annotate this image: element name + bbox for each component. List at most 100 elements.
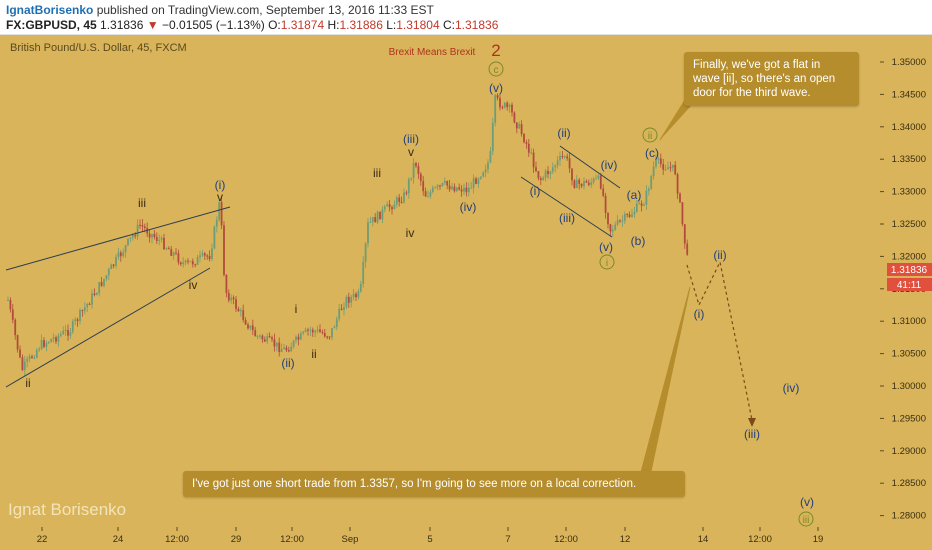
time-tick: 12: [620, 534, 631, 545]
ohlc-line: FX:GBPUSD, 45 1.31836 ▼ −0.01505 (−1.13%…: [6, 18, 498, 32]
countdown-tag: [887, 278, 932, 291]
candle-body: [645, 190, 648, 205]
wave-label: iii: [373, 166, 381, 180]
price-tick: 1.30500: [892, 349, 926, 360]
wave-label: ii: [311, 347, 316, 361]
projection-arrow-icon: [748, 418, 756, 427]
candle-body: [621, 220, 624, 222]
wave-label: (iii): [559, 211, 575, 225]
time-axis[interactable]: 22 24 12:00 29 12:00 Sep 5 7 12:00 12 14 12:00 19: [37, 527, 824, 545]
candle-body: [153, 234, 156, 238]
candle-body: [304, 329, 307, 332]
candle-body: [671, 164, 674, 168]
candle-body: [321, 332, 324, 334]
candle-body: [436, 185, 439, 188]
candle-body: [662, 164, 665, 170]
candle-body: [136, 224, 139, 237]
candle-body: [26, 358, 29, 362]
wave-label: i: [606, 258, 608, 269]
candle-body: [199, 255, 201, 258]
candle-body: [539, 178, 542, 180]
candle-body: [249, 325, 252, 329]
candle-body: [467, 187, 470, 193]
candle-body: [503, 102, 506, 108]
candle-body: [367, 222, 369, 244]
candle-body: [443, 181, 446, 184]
candle-body: [115, 257, 117, 266]
candle-body: [369, 221, 372, 223]
candle-body: [165, 248, 168, 250]
pair-label: British Pound/U.S. Dollar, 45, FXCM: [10, 42, 187, 54]
close-value: 1.31836: [454, 18, 499, 32]
candle-body: [429, 191, 432, 197]
candle-body: [597, 175, 600, 179]
candle-body: [81, 310, 84, 312]
candle-body: [261, 335, 264, 340]
low-label: L:: [386, 18, 397, 32]
candle-body: [93, 293, 96, 296]
candle-body: [9, 299, 12, 310]
candle-body: [551, 167, 554, 172]
candle-body: [683, 224, 686, 244]
wave-labels-layer: iiiiiiv(i)v(ii)iiiiiiiv(iii)v(iv)(v)c(ii…: [25, 61, 814, 527]
candle-body: [595, 178, 597, 180]
wave-label: iv: [189, 278, 198, 292]
candle-body: [328, 336, 331, 338]
time-tick: Sep: [342, 534, 359, 545]
candle-body: [91, 293, 93, 305]
candle-body: [103, 278, 105, 286]
candle-body: [583, 181, 585, 187]
price-tick: 1.34500: [892, 89, 926, 100]
candles-layer: [7, 93, 689, 376]
author-link[interactable]: IgnatBorisenko: [6, 3, 94, 17]
candle-body: [326, 336, 329, 338]
wave-label: v: [408, 145, 414, 159]
candle-body: [626, 213, 629, 215]
chart-header: IgnatBorisenko published on TradingView.…: [0, 0, 932, 35]
candle-body: [460, 189, 463, 192]
candle-body: [647, 188, 650, 191]
candle-body: [287, 350, 290, 352]
time-tick: 7: [505, 534, 510, 545]
candle-body: [681, 202, 684, 225]
candle-body: [64, 329, 67, 331]
candle-body: [319, 329, 321, 333]
wave-label: (v): [599, 240, 613, 254]
candle-body: [424, 191, 427, 197]
candle-body: [14, 319, 17, 336]
candle-body: [518, 124, 521, 129]
projection-path: [686, 260, 753, 421]
candle-body: [131, 235, 134, 238]
candle-body: [129, 237, 132, 239]
candle-body: [587, 182, 590, 185]
candle-body: [381, 209, 384, 220]
candle-body: [45, 342, 48, 347]
wave-label: (i): [215, 178, 226, 192]
channel-lower-line: [520, 176, 613, 238]
candle-body: [446, 181, 449, 186]
candle-body: [448, 185, 451, 190]
open-label: O:: [268, 18, 281, 32]
candle-body: [604, 195, 607, 213]
candle-body: [139, 224, 141, 226]
candle-body: [376, 211, 379, 223]
candle-body: [355, 293, 357, 298]
candle-body: [230, 297, 233, 301]
candle-body: [393, 204, 396, 210]
candle-body: [537, 171, 540, 179]
price-axis[interactable]: 1.35000 1.34500 1.34000 1.33500 1.33000 1.325…: [880, 57, 932, 522]
candle-body: [664, 169, 667, 171]
wave-label: (i): [530, 184, 541, 198]
candle-body: [88, 303, 91, 305]
candle-body: [194, 264, 197, 266]
candle-body: [616, 220, 619, 225]
candle-body: [235, 299, 237, 309]
candle-body: [23, 361, 26, 371]
wave-label: (ii): [557, 126, 570, 140]
wave-label: v: [217, 190, 223, 204]
candle-body: [431, 187, 434, 192]
candle-body: [359, 283, 362, 292]
price-chart[interactable]: iiiiiiv(i)v(ii)iiiiiiiv(iii)v(iv)(v)c(ii…: [0, 35, 932, 550]
candle-body: [489, 151, 492, 163]
candle-body: [100, 282, 103, 286]
